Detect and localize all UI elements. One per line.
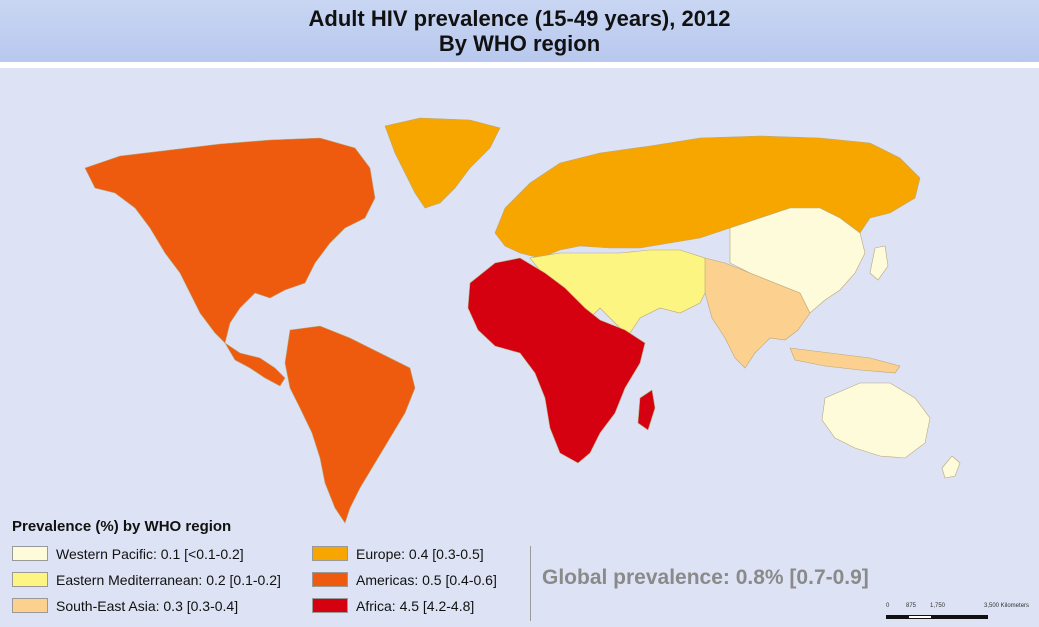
legend-item-eastern-mediterranean: Eastern Mediterranean: 0.2 [0.1-0.2] [12, 570, 281, 589]
legend-swatch [312, 546, 348, 561]
region-new-zealand [941, 455, 961, 479]
world-map [84, 117, 961, 524]
map-frame: Prevalence (%) by WHO region Western Pac… [0, 68, 1039, 627]
map-subtitle: By WHO region [438, 31, 601, 56]
legend-label: South-East Asia: 0.3 [0.3-0.4] [56, 597, 239, 614]
legend-swatch [312, 598, 348, 613]
scale-bar: 0 875 1,750 3,500 Kilometers [880, 603, 1030, 623]
scale-segment [932, 615, 988, 619]
legend-label: Americas: 0.5 [0.4-0.6] [356, 571, 497, 588]
region-western-pacific [729, 207, 866, 314]
scale-segment [886, 615, 908, 619]
legend-title: Prevalence (%) by WHO region [12, 518, 232, 535]
legend-item-africa: Africa: 4.5 [4.2-4.8] [312, 596, 474, 615]
map-title: Adult HIV prevalence (15-49 years), 2012 [308, 6, 731, 31]
region-greenland [384, 117, 501, 209]
region-madagascar [637, 389, 656, 431]
legend-divider [530, 546, 531, 621]
region-indonesia [789, 347, 901, 374]
global-prevalence: Global prevalence: 0.8% [0.7-0.9] [542, 566, 869, 589]
legend-item-western-pacific: Western Pacific: 0.1 [<0.1-0.2] [12, 544, 244, 563]
title-band: Adult HIV prevalence (15-49 years), 2012… [0, 0, 1039, 62]
legend-label: Western Pacific: 0.1 [<0.1-0.2] [56, 545, 244, 562]
scale-segment [908, 615, 932, 619]
legend-label: Eastern Mediterranean: 0.2 [0.1-0.2] [56, 571, 281, 588]
region-south-america [284, 325, 416, 524]
legend-swatch [12, 598, 48, 613]
region-australia [821, 382, 931, 459]
legend-item-south-east-asia: South-East Asia: 0.3 [0.3-0.4] [12, 596, 238, 615]
legend-label: Africa: 4.5 [4.2-4.8] [356, 597, 475, 614]
region-africa [467, 257, 646, 464]
legend-swatch [12, 546, 48, 561]
scale-label: 1,750 [930, 603, 946, 609]
legend-swatch [312, 572, 348, 587]
region-japan [869, 245, 889, 281]
scale-label: 875 [906, 603, 917, 609]
legend-swatch [12, 572, 48, 587]
scale-label: 3,500 Kilometers [984, 603, 1030, 609]
legend-item-europe: Europe: 0.4 [0.3-0.5] [312, 544, 484, 563]
legend-item-americas: Americas: 0.5 [0.4-0.6] [312, 570, 497, 589]
scale-label: 0 [886, 603, 890, 609]
legend-label: Europe: 0.4 [0.3-0.5] [356, 545, 484, 562]
region-central-america [224, 342, 286, 387]
region-north-america [84, 137, 376, 344]
